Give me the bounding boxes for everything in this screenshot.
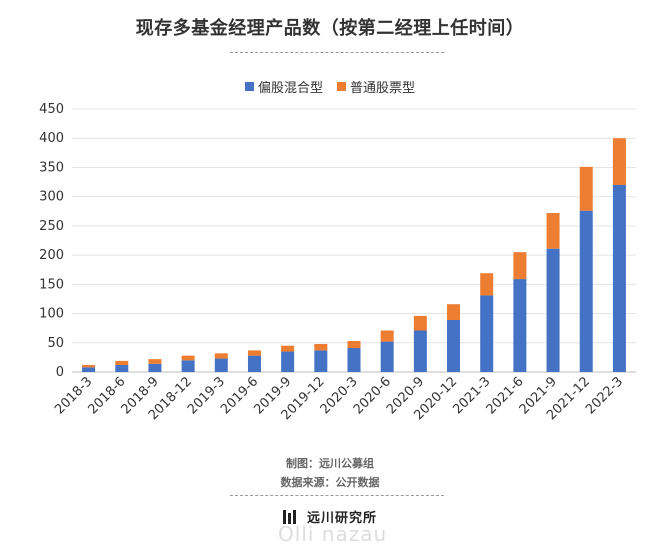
grid-lines: [72, 108, 636, 373]
y-tick-label: 150: [39, 277, 64, 292]
y-tick-label: 200: [39, 248, 64, 263]
y-tick-label: 0: [56, 365, 64, 380]
bar-segment-mixed: [115, 364, 129, 372]
y-tick-label: 450: [39, 102, 64, 117]
data-source: 数据来源：公开数据: [280, 476, 380, 489]
legend-swatch-mixed: [244, 82, 254, 91]
bar-segment-mixed: [148, 363, 162, 372]
stacked-bar-chart: 0501001502002503003504004502018-32018-62…: [39, 102, 636, 423]
title-divider: [230, 52, 444, 53]
bar-segment-mixed: [247, 355, 261, 372]
bars: [82, 138, 626, 372]
y-tick-label: 250: [39, 219, 64, 234]
bar-segment-stock: [115, 360, 129, 365]
bar-segment-stock: [380, 330, 394, 342]
bar-segment-stock: [281, 345, 295, 352]
legend-label-mixed: 偏股混合型: [257, 81, 323, 96]
y-tick-label: 100: [39, 307, 64, 322]
bar-segment-stock: [513, 252, 527, 280]
bar-segment-stock: [447, 304, 461, 320]
bar-segment-stock: [181, 355, 195, 361]
bar-segment-mixed: [314, 350, 328, 372]
bar-segment-mixed: [546, 248, 560, 372]
legend-label-stock: 普通股票型: [350, 81, 416, 96]
y-tick-label: 50: [47, 336, 64, 351]
footer-divider: [230, 495, 444, 496]
bar-segment-stock: [214, 353, 228, 359]
y-tick-label: 400: [39, 131, 64, 146]
bar-segment-stock: [480, 273, 494, 296]
bar-segment-mixed: [380, 341, 394, 372]
bar-segment-mixed: [82, 367, 96, 372]
bar-segment-mixed: [181, 360, 195, 372]
bar-segment-stock: [413, 315, 427, 331]
legend-swatch-stock: [337, 82, 346, 91]
bar-segment-stock: [579, 166, 593, 211]
bar-segment-mixed: [347, 348, 361, 372]
legend-item-mixed: 偏股混合型: [244, 77, 323, 96]
legend-item-stock: 普通股票型: [337, 77, 415, 96]
chart-legend: 偏股混合型 普通股票型: [0, 77, 660, 96]
chart-credit: 制图：远川公募组: [286, 457, 374, 470]
brand-name: 远川研究所: [306, 511, 377, 526]
bar-segment-mixed: [214, 358, 228, 372]
y-tick-label: 350: [39, 160, 64, 175]
x-tick-label: 2022-3: [583, 374, 626, 417]
bar-segment-mixed: [447, 319, 461, 372]
y-tick-label: 300: [39, 190, 64, 205]
chart-title: 现存多基金经理产品数（按第二经理上任时间）: [135, 18, 525, 39]
bar-segment-stock: [148, 359, 162, 364]
axes: 0501001502002503003504004502018-32018-62…: [39, 102, 626, 423]
bar-segment-stock: [314, 343, 328, 351]
watermark: Olli nazau: [278, 522, 388, 546]
bar-segment-stock: [347, 341, 361, 349]
brand-icon: [282, 509, 296, 524]
bar-segment-mixed: [579, 210, 593, 372]
bar-segment-stock: [546, 213, 560, 249]
bar-segment-stock: [82, 364, 96, 368]
bar-segment-mixed: [513, 279, 527, 372]
bar-segment-mixed: [612, 184, 626, 372]
bar-segment-mixed: [480, 295, 494, 372]
bar-segment-stock: [612, 138, 626, 185]
brand-logo: 远川研究所: [0, 507, 660, 526]
bar-segment-stock: [247, 350, 261, 356]
bar-segment-mixed: [281, 351, 295, 372]
bar-segment-mixed: [413, 330, 427, 372]
